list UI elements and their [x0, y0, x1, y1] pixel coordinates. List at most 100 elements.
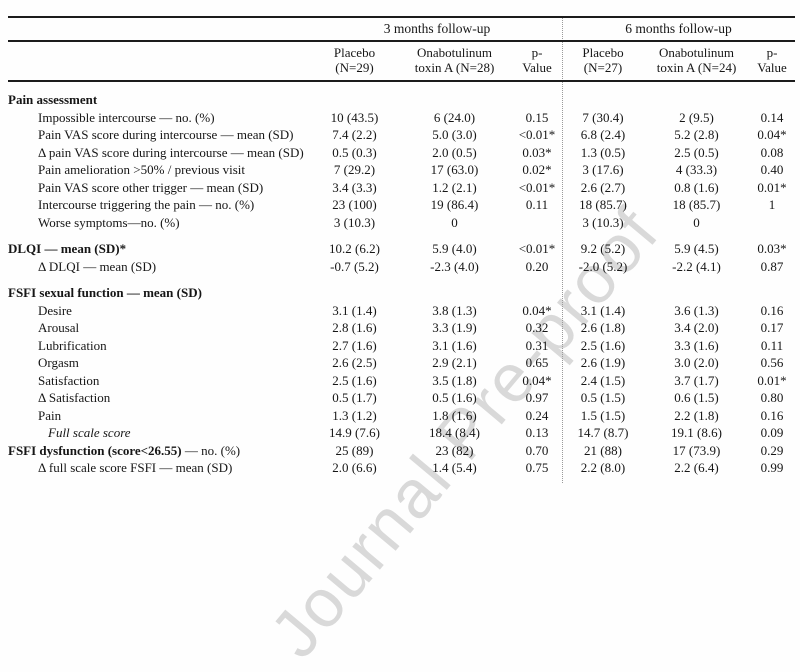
- row-label: Pain VAS score during intercourse — mean…: [38, 127, 294, 142]
- value-cell: 18 (85.7): [672, 197, 721, 212]
- value-cell: <0.01*: [518, 241, 556, 256]
- value-cell: 2.6 (2.5): [332, 355, 377, 370]
- value-cell: 0.80: [760, 390, 784, 405]
- row-label: Satisfaction: [38, 372, 100, 388]
- value-cell: [312, 81, 397, 109]
- row-label: Δ DLQI — mean (SD): [38, 258, 157, 274]
- value-cell: 2.8 (1.6): [332, 320, 377, 335]
- results-table: 3 months follow-up 6 months follow-up Pl…: [8, 16, 795, 477]
- value-cell: [312, 275, 397, 302]
- value-cell: [397, 275, 512, 302]
- table-row: Pain assessment: [8, 81, 795, 109]
- row-label: Pain: [38, 407, 62, 423]
- col-header-placebo-3mo: Placebo (N=29): [312, 41, 397, 82]
- value-cell: 0.03*: [522, 144, 552, 160]
- table-row: Pain amelioration >50% / previous visit 7…: [8, 161, 795, 179]
- table-row: Impossible intercourse — no. (%) 10 (43.5…: [8, 109, 795, 127]
- value-cell: 3 (10.3): [333, 214, 376, 230]
- value-cell: 0.04*: [522, 372, 552, 388]
- table-row: Pain 1.3 (1.2) 1.8 (1.6) 0.24 1.5 (1.5) 2.2 (…: [8, 407, 795, 425]
- value-cell: 25 (89): [335, 442, 374, 458]
- value-cell: 2.6 (1.8): [580, 320, 626, 335]
- value-cell: [562, 275, 644, 302]
- value-cell: 0.02*: [522, 162, 552, 177]
- row-label: FSFI dysfunction (score<26.55) — no. (%): [8, 442, 312, 460]
- value-cell: 0.17: [760, 320, 784, 335]
- value-cell: 0.04*: [522, 302, 552, 318]
- value-cell: 0.24: [525, 407, 549, 423]
- row-label: Worse symptoms—no. (%): [38, 214, 180, 230]
- value-cell: 3.4 (2.0): [674, 320, 719, 335]
- table-row: Δ full scale score FSFI — mean (SD) 2.0 (…: [8, 459, 795, 477]
- value-cell: 0.56: [760, 355, 784, 370]
- value-cell: 10.2 (6.2): [329, 241, 380, 256]
- row-label: DLQI — mean (SD)*: [8, 241, 127, 256]
- value-cell: 17 (63.0): [430, 162, 479, 177]
- value-cell: 5.9 (4.5): [674, 241, 719, 256]
- col-header-pvalue-3mo: p- Value: [512, 41, 562, 82]
- followup-groups-divider: [562, 16, 563, 483]
- row-label: Δ pain VAS score during intercourse — me…: [38, 144, 304, 160]
- value-cell: 2.0 (0.5): [432, 144, 477, 160]
- value-cell: 14.7 (8.7): [577, 425, 629, 440]
- value-cell: 0.14: [760, 109, 784, 125]
- value-cell: 2 (9.5): [679, 109, 714, 125]
- value-cell: <0.01*: [518, 127, 556, 142]
- value-cell: 0.99: [760, 460, 784, 475]
- label-column-header: [8, 41, 312, 82]
- col-header-line: p-: [531, 45, 543, 60]
- table-row: Satisfaction 2.5 (1.6) 3.5 (1.8) 0.04* 2.4 (…: [8, 372, 795, 390]
- value-cell: 3.3 (1.9): [432, 320, 477, 335]
- value-cell: 0.11: [525, 197, 549, 212]
- row-label: Δ full scale score FSFI — mean (SD): [38, 460, 233, 475]
- value-cell: 0.65: [525, 355, 549, 370]
- value-cell: 0.5 (0.3): [332, 144, 377, 160]
- value-cell: 18.4 (8.4): [429, 425, 480, 440]
- value-cell: [562, 81, 644, 109]
- col-header-line: toxin A (N=28): [414, 60, 495, 75]
- value-cell: 9.2 (5.2): [580, 241, 626, 256]
- value-cell: 1.8 (1.6): [432, 407, 477, 423]
- col-header-onabotulinum-3mo: Onabotulinum toxin A (N=28): [397, 41, 512, 82]
- value-cell: 1: [768, 197, 776, 212]
- value-cell: 0.5 (1.5): [580, 390, 626, 405]
- value-cell: 0.13: [525, 425, 549, 440]
- value-cell: 0.29: [760, 442, 784, 458]
- value-cell: 0.04*: [757, 127, 787, 142]
- row-label: Pain assessment: [8, 92, 98, 107]
- value-cell: 2.7 (1.6): [332, 337, 377, 353]
- value-cell: 18 (85.7): [579, 197, 627, 212]
- value-cell: <0.01*: [518, 179, 556, 195]
- value-cell: [512, 81, 562, 109]
- col-header-line: (N=29): [335, 60, 374, 75]
- col-header-placebo-6mo: Placebo (N=27): [562, 41, 644, 82]
- row-label-regular-part: — no. (%): [181, 442, 241, 458]
- col-header-pvalue-6mo: p- Value: [749, 41, 795, 82]
- value-cell: 0.97: [525, 390, 549, 405]
- value-cell: 0.09: [760, 425, 784, 440]
- row-label: Impossible intercourse — no. (%): [38, 109, 215, 125]
- value-cell: 0.87: [760, 258, 784, 274]
- row-label-bold-part: FSFI dysfunction (score<26.55): [8, 442, 182, 458]
- table-header: 3 months follow-up 6 months follow-up Pl…: [8, 16, 795, 82]
- value-cell: 0.8 (1.6): [674, 179, 719, 195]
- value-cell: 1.3 (0.5): [580, 144, 626, 160]
- value-cell: 2.0 (6.6): [332, 460, 377, 475]
- value-cell: 3.1 (1.6): [432, 337, 477, 353]
- group-header-row: 3 months follow-up 6 months follow-up: [8, 16, 795, 42]
- col-header-line: p-: [766, 45, 778, 60]
- value-cell: 0.03*: [757, 241, 787, 256]
- value-cell: 3.3 (1.6): [674, 337, 719, 353]
- col-header-line: Value: [757, 60, 787, 75]
- table-row: FSFI sexual function — mean (SD): [8, 275, 795, 302]
- column-header-row: Placebo (N=29) Onabotulinum toxin A (N=2…: [8, 41, 795, 82]
- value-cell: 2.5 (1.6): [332, 372, 377, 388]
- value-cell: 10 (43.5): [330, 109, 379, 125]
- value-cell: 17 (73.9): [672, 442, 721, 458]
- value-cell: 2.9 (2.1): [432, 355, 477, 370]
- value-cell: 2.6 (2.7): [580, 179, 626, 195]
- table-row: Worse symptoms—no. (%) 3 (10.3) 0 3 (10.3) 0: [8, 214, 795, 232]
- value-cell: 23 (100): [332, 197, 377, 212]
- value-cell: 0.16: [760, 302, 784, 318]
- value-cell: 5.2 (2.8): [674, 127, 719, 142]
